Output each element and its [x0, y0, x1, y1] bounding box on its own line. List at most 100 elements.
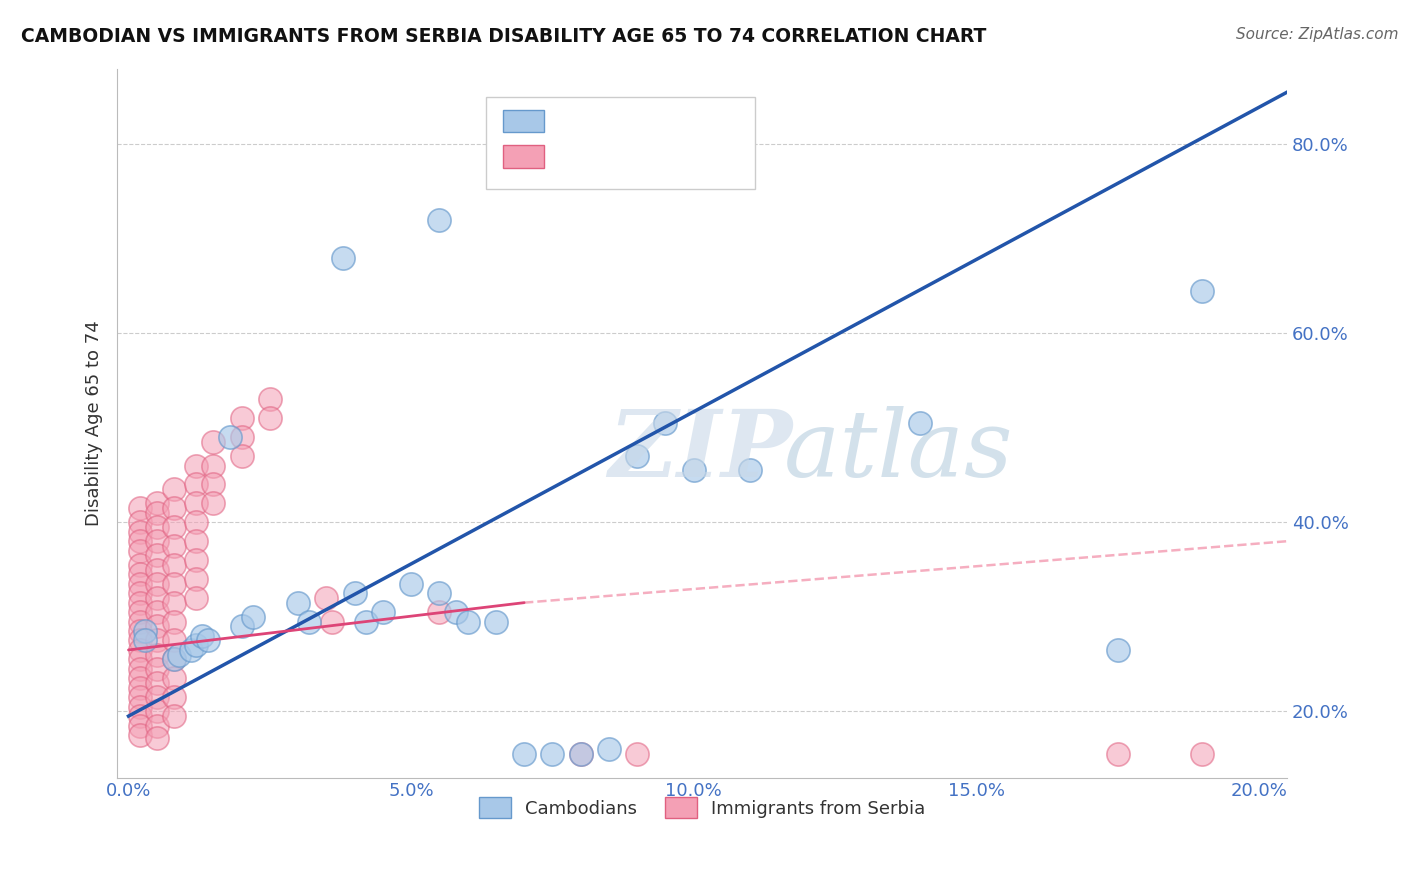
- Point: [145, 605, 167, 619]
- Point: [145, 520, 167, 534]
- Point: [1107, 747, 1129, 761]
- Legend: Cambodians, Immigrants from Serbia: Cambodians, Immigrants from Serbia: [471, 790, 934, 825]
- Point: [186, 572, 208, 586]
- Point: [485, 615, 508, 629]
- Point: [541, 747, 564, 761]
- Point: [186, 477, 208, 491]
- Point: [145, 718, 167, 732]
- Point: [298, 615, 321, 629]
- FancyBboxPatch shape: [485, 97, 755, 189]
- FancyBboxPatch shape: [503, 110, 544, 132]
- Point: [180, 643, 202, 657]
- Point: [202, 434, 225, 449]
- Point: [569, 747, 592, 761]
- Text: R = 0.707: R = 0.707: [555, 111, 658, 129]
- Point: [598, 742, 620, 756]
- Point: [231, 430, 253, 444]
- Point: [128, 624, 150, 638]
- Point: [145, 676, 167, 690]
- Point: [740, 463, 762, 477]
- Point: [259, 411, 281, 425]
- Point: [186, 638, 208, 652]
- Point: [427, 586, 450, 600]
- Text: N = 34: N = 34: [661, 111, 731, 129]
- Point: [231, 411, 253, 425]
- Point: [908, 416, 931, 430]
- Point: [191, 629, 214, 643]
- Point: [186, 496, 208, 510]
- Text: N = 77: N = 77: [661, 146, 731, 165]
- Point: [128, 605, 150, 619]
- FancyBboxPatch shape: [503, 145, 544, 168]
- Point: [163, 596, 186, 610]
- Point: [682, 463, 704, 477]
- Point: [145, 576, 167, 591]
- Point: [287, 596, 309, 610]
- Point: [219, 430, 242, 444]
- Point: [626, 747, 648, 761]
- Point: [259, 392, 281, 407]
- Point: [145, 633, 167, 648]
- Point: [163, 615, 186, 629]
- Point: [134, 624, 156, 638]
- Point: [163, 671, 186, 685]
- Point: [446, 605, 468, 619]
- Point: [163, 558, 186, 572]
- Point: [163, 652, 186, 666]
- Point: [145, 731, 167, 745]
- Point: [343, 586, 366, 600]
- Point: [128, 699, 150, 714]
- Point: [145, 496, 167, 510]
- Point: [1107, 643, 1129, 657]
- Point: [354, 615, 377, 629]
- Point: [197, 633, 219, 648]
- Point: [128, 643, 150, 657]
- Point: [332, 251, 354, 265]
- Point: [626, 449, 648, 463]
- Text: Source: ZipAtlas.com: Source: ZipAtlas.com: [1236, 27, 1399, 42]
- Point: [457, 615, 479, 629]
- Point: [163, 576, 186, 591]
- Point: [145, 549, 167, 563]
- Text: ZIP: ZIP: [609, 407, 793, 497]
- Point: [128, 567, 150, 582]
- Point: [145, 648, 167, 662]
- Point: [202, 496, 225, 510]
- Point: [186, 553, 208, 567]
- Point: [163, 482, 186, 496]
- Point: [242, 610, 264, 624]
- Point: [371, 605, 394, 619]
- Point: [128, 718, 150, 732]
- Point: [145, 563, 167, 577]
- Point: [128, 662, 150, 676]
- Text: atlas: atlas: [785, 407, 1014, 497]
- Point: [654, 416, 676, 430]
- Point: [231, 449, 253, 463]
- Point: [163, 652, 186, 666]
- Point: [186, 534, 208, 549]
- Point: [163, 633, 186, 648]
- Point: [145, 690, 167, 705]
- Text: R = 0.063: R = 0.063: [555, 146, 658, 165]
- Point: [128, 709, 150, 723]
- Point: [128, 681, 150, 695]
- Point: [145, 506, 167, 520]
- Point: [163, 520, 186, 534]
- Point: [321, 615, 343, 629]
- Point: [427, 212, 450, 227]
- Point: [202, 458, 225, 473]
- Point: [145, 619, 167, 633]
- Point: [128, 652, 150, 666]
- Point: [128, 516, 150, 530]
- Point: [134, 633, 156, 648]
- Point: [128, 596, 150, 610]
- Point: [202, 477, 225, 491]
- Point: [569, 747, 592, 761]
- Point: [128, 690, 150, 705]
- Point: [145, 705, 167, 719]
- Point: [128, 534, 150, 549]
- Point: [128, 586, 150, 600]
- Point: [128, 633, 150, 648]
- Point: [128, 524, 150, 539]
- Point: [169, 648, 191, 662]
